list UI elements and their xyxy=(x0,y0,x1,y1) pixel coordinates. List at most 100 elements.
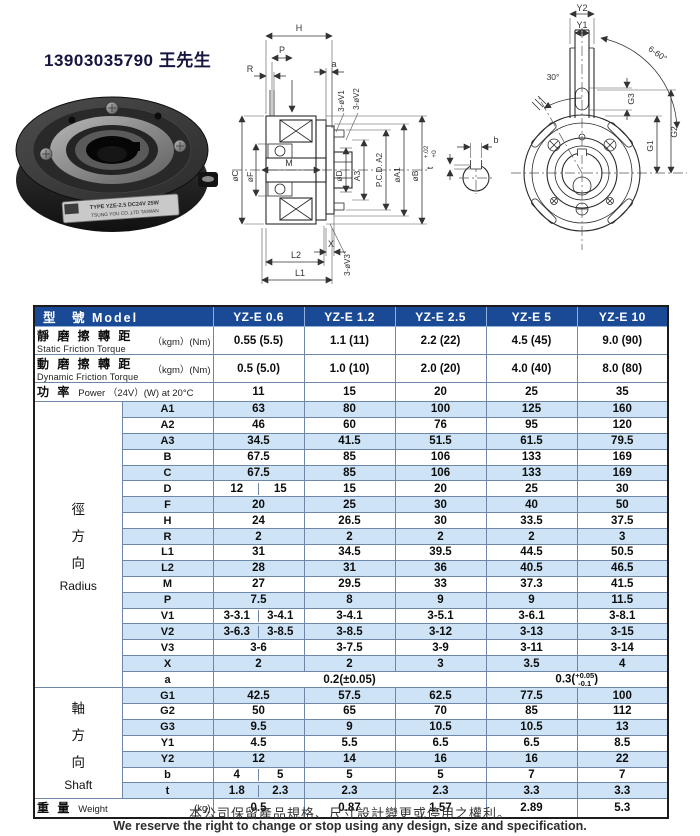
spec-cell: 133 xyxy=(485,448,578,466)
spec-cell: 4 xyxy=(576,655,669,673)
spec-cell: 3 xyxy=(576,528,669,546)
spec-cell: 0.5 (5.0) xyxy=(212,354,305,383)
dimension-name: Y1 xyxy=(121,734,214,752)
dimension-label: L2 xyxy=(291,250,301,260)
spec-cell: 8 xyxy=(303,591,396,609)
spec-cell: 3.5 xyxy=(485,655,578,673)
spec-cell: 125 xyxy=(485,401,578,418)
spec-cell: 26.5 xyxy=(303,512,396,530)
spec-cell: 33.5 xyxy=(485,512,578,530)
dimension-name: D xyxy=(121,480,214,498)
dimension-label: X xyxy=(328,239,334,249)
spec-cell: 3-5.1 xyxy=(394,607,487,625)
dimension-name: R xyxy=(121,528,214,546)
cross-section-drawing: H P R a 3-øV1 3-øV2 øC øF MøD A3 P.C.D. A2 øA1 øB X 3-… xyxy=(230,23,499,284)
dimension-name: C xyxy=(121,464,214,482)
spec-cell: 25 xyxy=(485,382,578,402)
table-row: H 24 26.5 30 33.5 37.5 xyxy=(34,512,669,530)
spec-cell: 3-8.1 xyxy=(576,607,669,625)
dimension-name: P xyxy=(121,591,214,609)
front-view-drawing: Y2 Y1 30° 6-60° G3 G1 G2 xyxy=(511,3,687,250)
spec-cell: 2.89 xyxy=(485,798,578,819)
spec-cell: 1.1 (11) xyxy=(303,326,396,355)
spec-cell: 13 xyxy=(576,718,669,736)
spec-cell: 10.5 xyxy=(394,718,487,736)
spec-cell: 7 xyxy=(576,766,669,784)
spec-cell: 4.5 (45) xyxy=(485,326,578,355)
contact-phone: 13903035790 王先生 xyxy=(44,51,212,70)
spec-cell: 3-3.1 3-4.1 xyxy=(212,607,305,625)
table-row: L1 31 34.5 39.5 44.5 50.5 xyxy=(34,544,669,561)
spec-cell: 12 15 xyxy=(212,480,305,498)
dimension-label: G2 xyxy=(669,126,679,138)
table-row: G3 9.5 9 10.5 10.5 13 xyxy=(34,718,669,736)
table-row: F 20 25 30 40 50 xyxy=(34,496,669,514)
table-row: A3 34.5 41.5 51.5 61.5 79.5 xyxy=(34,432,669,450)
table-row: 軸方向 Shaft G1 42.5 57.5 62.5 77.5 100 xyxy=(33,687,669,800)
dimension-label: b xyxy=(493,135,498,145)
spec-cell: 3-9 xyxy=(394,639,487,657)
spec-cell: 9.0 (90) xyxy=(576,326,669,355)
table-row: P 7.5 8 9 9 11.5 xyxy=(34,591,669,609)
spec-cell: 2 xyxy=(394,528,487,546)
spec-cell: 65 xyxy=(303,703,396,720)
spec-cell: 2.3 xyxy=(303,782,396,800)
section-label: 軸方向 Shaft xyxy=(33,687,123,800)
dimension-name: Y2 xyxy=(121,750,214,768)
spec-cell: 9 xyxy=(485,591,578,609)
model-column-header: YZ-E 5 xyxy=(485,305,578,327)
dimension-name: V2 xyxy=(121,623,214,641)
spec-cell: 46 xyxy=(212,416,305,434)
dimension-label: øD xyxy=(334,170,344,181)
spec-cell: 133 xyxy=(485,464,578,482)
spec-cell: 50 xyxy=(212,703,305,720)
dimension-name: V1 xyxy=(121,607,214,625)
dimension-label: 3-øV1 xyxy=(337,90,346,112)
dimension-label: øC xyxy=(230,170,240,181)
product-photo: TYPE YZE-2.5 DC24V 25W TSUNG YOU CO.,LTD… xyxy=(15,96,218,232)
spec-cell: 27 xyxy=(212,575,305,593)
spec-cell: 6.5 xyxy=(485,734,578,752)
spec-cell: 57.5 xyxy=(303,687,396,705)
spec-cell: 11.5 xyxy=(576,591,669,609)
spec-cell: 40 xyxy=(485,496,578,514)
dimension-name: X xyxy=(121,655,214,673)
dimension-name: A3 xyxy=(121,432,214,450)
dimension-name: A2 xyxy=(121,416,214,434)
spec-cell: 3-6.3 3-8.5 xyxy=(212,623,305,641)
spec-cell: 3-6 xyxy=(212,639,305,657)
name-plate: TYPE YZE-2.5 DC24V 25W TSUNG YOU CO.,LTD… xyxy=(61,193,180,224)
spec-cell: 6.5 xyxy=(394,734,487,752)
spec-cell: 36 xyxy=(394,559,487,577)
clutch-front-body xyxy=(523,29,681,232)
spec-cell: 3.3 xyxy=(485,782,578,800)
spec-cell: 79.5 xyxy=(576,432,669,450)
spec-cell: 22 xyxy=(576,750,669,768)
table-row: 功 率 Power （24V）(W) at 20°C 11 15 20 25 35 xyxy=(33,382,669,402)
spec-cell: 28 xyxy=(212,559,305,577)
spec-cell: 0.55 (5.5) xyxy=(212,326,305,355)
spec-cell: 7.5 xyxy=(212,591,305,609)
spec-cell: 5.3 xyxy=(576,798,669,819)
dimension-name: t xyxy=(121,782,214,800)
dimension-label: øA1 xyxy=(392,167,402,183)
dimension-name: B xyxy=(121,448,214,466)
table-row: G2 50 65 70 85 112 xyxy=(34,703,669,720)
spec-cell: 70 xyxy=(394,703,487,720)
dimension-label: øB xyxy=(410,170,420,181)
spec-cell: 10.5 xyxy=(485,718,578,736)
spec-cell: 31 xyxy=(303,559,396,577)
spec-cell: 112 xyxy=(576,703,669,720)
spec-cell: 33 xyxy=(394,575,487,593)
spec-cell: 67.5 xyxy=(212,448,305,466)
spec-cell: 106 xyxy=(394,464,487,482)
spec-cell: 5 xyxy=(394,766,487,784)
spec-cell: 5.5 xyxy=(303,734,396,752)
spec-cell: 3-6.1 xyxy=(485,607,578,625)
spec-cell: 12 xyxy=(212,750,305,768)
